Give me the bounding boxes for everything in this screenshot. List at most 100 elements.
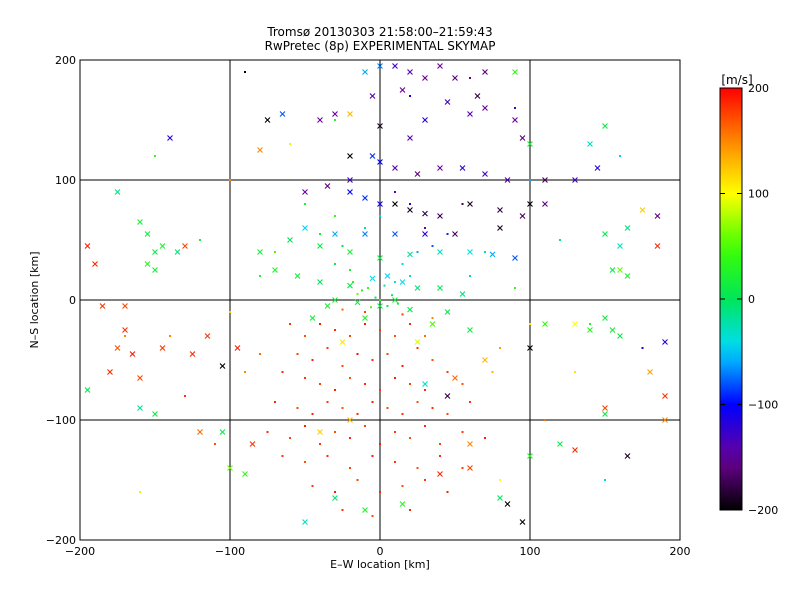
data-point-cross bbox=[587, 141, 593, 147]
data-point-cross bbox=[332, 231, 338, 237]
x-tick-label: 0 bbox=[377, 545, 384, 558]
data-point-dot bbox=[431, 317, 434, 319]
chart-title: Tromsø 20130303 21:58:00–21:59:43 bbox=[266, 25, 492, 39]
data-point-dot bbox=[446, 233, 449, 235]
data-point-cross bbox=[317, 117, 323, 123]
data-point-cross bbox=[219, 363, 226, 369]
data-point-cross bbox=[242, 471, 248, 477]
colorbar: 200 100 0 −100 −200 bbox=[719, 82, 778, 517]
colorbar-tick-label: 200 bbox=[748, 82, 769, 95]
data-point-cross bbox=[152, 411, 158, 417]
data-point-cross bbox=[347, 189, 353, 195]
data-point-dot bbox=[469, 275, 471, 277]
data-point-dot bbox=[401, 313, 404, 316]
data-point-dot bbox=[154, 155, 156, 157]
data-point-cross bbox=[392, 201, 398, 207]
data-point-dot bbox=[641, 347, 644, 349]
data-point-dot bbox=[356, 353, 359, 355]
data-point-cross bbox=[467, 249, 473, 255]
data-point-cross bbox=[662, 417, 668, 423]
data-point-dot bbox=[326, 401, 329, 403]
data-point-cross bbox=[527, 141, 533, 147]
data-point-cross bbox=[519, 213, 526, 219]
data-point-cross bbox=[152, 267, 158, 273]
data-point-cross bbox=[437, 249, 443, 255]
chart-subtitle: RwPretec (8p) EXPERIMENTAL SKYMAP bbox=[265, 39, 496, 53]
data-point-cross bbox=[377, 303, 383, 309]
data-point-cross bbox=[504, 177, 511, 183]
data-point-cross bbox=[152, 249, 158, 255]
data-point-dot bbox=[349, 269, 351, 271]
data-point-dot bbox=[311, 359, 314, 361]
data-point-dot bbox=[416, 347, 419, 349]
data-point-cross bbox=[602, 123, 608, 129]
data-point-dot bbox=[409, 383, 411, 385]
data-point-cross bbox=[189, 351, 196, 357]
data-point-dot bbox=[341, 509, 344, 511]
data-point-cross bbox=[332, 297, 338, 303]
data-point-dot bbox=[371, 401, 374, 403]
data-point-dot bbox=[259, 275, 261, 277]
data-point-cross bbox=[662, 393, 668, 399]
data-point-dot bbox=[514, 107, 516, 109]
data-point-cross bbox=[572, 321, 578, 327]
data-point-cross bbox=[407, 135, 413, 141]
data-point-cross bbox=[309, 315, 316, 321]
data-point-cross bbox=[332, 495, 338, 501]
data-point-cross bbox=[332, 111, 338, 117]
data-point-dot bbox=[394, 377, 396, 379]
data-point-dot bbox=[356, 293, 359, 295]
data-point-dot bbox=[484, 437, 486, 439]
y-tick-label: 100 bbox=[55, 174, 76, 187]
data-point-dot bbox=[379, 215, 381, 217]
data-point-dot bbox=[326, 347, 329, 349]
data-point-dot bbox=[499, 347, 501, 349]
data-point-dot bbox=[461, 431, 464, 433]
data-point-dot bbox=[424, 479, 426, 481]
data-point-dot bbox=[424, 227, 426, 229]
data-point-cross bbox=[249, 441, 256, 447]
data-point-dot bbox=[334, 263, 336, 265]
data-point-cross bbox=[227, 465, 233, 471]
data-point-dot bbox=[397, 302, 399, 305]
data-point-dot bbox=[296, 407, 299, 409]
data-point-dot bbox=[356, 413, 359, 415]
data-point-cross bbox=[369, 93, 376, 99]
data-point-cross bbox=[587, 327, 593, 333]
data-point-cross bbox=[437, 471, 443, 477]
data-point-cross bbox=[384, 273, 391, 279]
data-point-cross bbox=[624, 273, 631, 279]
data-point-cross bbox=[354, 299, 361, 306]
data-point-dot bbox=[349, 377, 351, 379]
data-point-cross bbox=[444, 309, 451, 315]
data-point-cross bbox=[437, 285, 443, 291]
data-point-cross bbox=[302, 225, 308, 231]
data-point-dot bbox=[379, 389, 381, 391]
data-point-dot bbox=[259, 353, 261, 355]
data-point-dot bbox=[169, 335, 171, 337]
data-point-cross bbox=[399, 279, 406, 285]
data-point-cross bbox=[317, 279, 323, 285]
data-point-dot bbox=[311, 485, 314, 487]
data-point-cross bbox=[92, 261, 98, 267]
data-point-cross bbox=[512, 117, 518, 123]
data-point-dot bbox=[319, 323, 321, 325]
data-point-dot bbox=[334, 329, 336, 331]
data-point-dot bbox=[364, 425, 366, 427]
data-point-cross bbox=[362, 315, 368, 321]
data-point-dot bbox=[229, 179, 231, 181]
data-point-dot bbox=[431, 245, 434, 247]
data-point-dot bbox=[416, 251, 419, 253]
data-point-dot bbox=[124, 335, 126, 337]
data-point-cross bbox=[197, 429, 203, 435]
data-point-cross bbox=[624, 453, 631, 459]
colorbar-tick-label: −100 bbox=[748, 399, 778, 412]
data-point-cross bbox=[99, 303, 106, 309]
data-point-dot bbox=[544, 419, 546, 421]
data-point-dot bbox=[334, 431, 336, 433]
data-point-cross bbox=[407, 69, 413, 75]
data-point-cross bbox=[662, 339, 668, 345]
data-point-dot bbox=[304, 335, 306, 337]
data-point-cross bbox=[467, 201, 473, 207]
data-point-dot bbox=[341, 365, 344, 367]
